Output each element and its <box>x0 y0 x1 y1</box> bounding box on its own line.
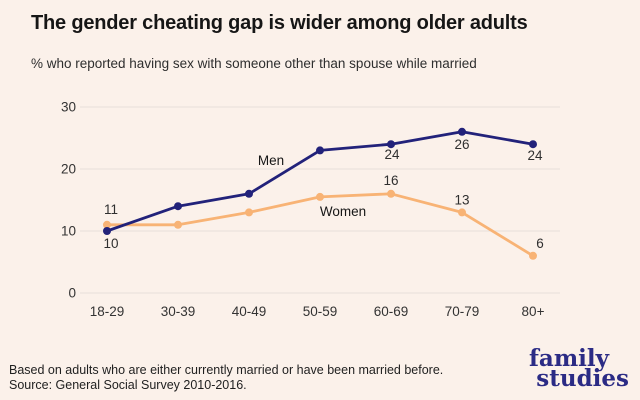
y-tick-label: 10 <box>61 224 76 239</box>
point-value-label: 24 <box>527 148 543 163</box>
series-point-women <box>529 251 537 260</box>
point-value-label: 11 <box>104 202 118 217</box>
chart-subtitle: % who reported having sex with someone o… <box>31 56 477 71</box>
x-tick-label: 30-39 <box>161 304 196 319</box>
series-point-women <box>387 189 395 198</box>
series-point-men <box>387 140 395 149</box>
series-point-women <box>174 220 182 229</box>
y-tick-label: 0 <box>68 286 76 301</box>
x-tick-label: 50-59 <box>303 304 338 319</box>
series-point-women <box>458 208 466 217</box>
logo-line-studies: studies <box>536 365 629 392</box>
logo-line-family: family <box>529 345 609 372</box>
series-point-men <box>103 227 111 235</box>
x-tick-label: 60-69 <box>374 304 409 319</box>
series-point-women <box>245 208 253 217</box>
chart-title: The gender cheating gap is wider among o… <box>31 12 528 34</box>
series-label-men: Men <box>258 153 284 168</box>
x-tick-label: 18-29 <box>90 304 125 319</box>
x-tick-label: 40-49 <box>232 304 267 319</box>
point-value-label: 26 <box>454 137 469 152</box>
series-point-men <box>316 146 324 155</box>
point-value-label: 24 <box>384 147 400 162</box>
series-point-women <box>103 220 111 229</box>
x-tick-label: 80+ <box>522 304 545 319</box>
point-value-label: 16 <box>383 173 398 188</box>
series-point-women <box>316 192 324 201</box>
footnote-note: Based on adults who are either currently… <box>9 363 444 377</box>
series-point-men <box>174 202 182 211</box>
point-value-label: 10 <box>103 236 118 251</box>
chart-footnote: Based on adults who are either currently… <box>9 363 443 393</box>
line-chart: 0 10 20 30 18-29 30-39 40-49 50-59 60-69 70-79 80+… <box>61 100 560 319</box>
y-tick-label: 30 <box>61 100 76 115</box>
footnote-source: Source: General Social Survey 2010-2016. <box>9 378 247 392</box>
series-label-women: Women <box>320 204 366 219</box>
point-value-label: 13 <box>454 192 469 207</box>
series-point-men <box>529 140 537 149</box>
family-studies-logo: family studies <box>529 345 629 392</box>
point-value-label: 6 <box>536 236 544 251</box>
series-point-men <box>458 127 466 136</box>
y-tick-label: 20 <box>61 162 76 177</box>
series-point-men <box>245 189 253 198</box>
x-tick-label: 70-79 <box>445 304 480 319</box>
